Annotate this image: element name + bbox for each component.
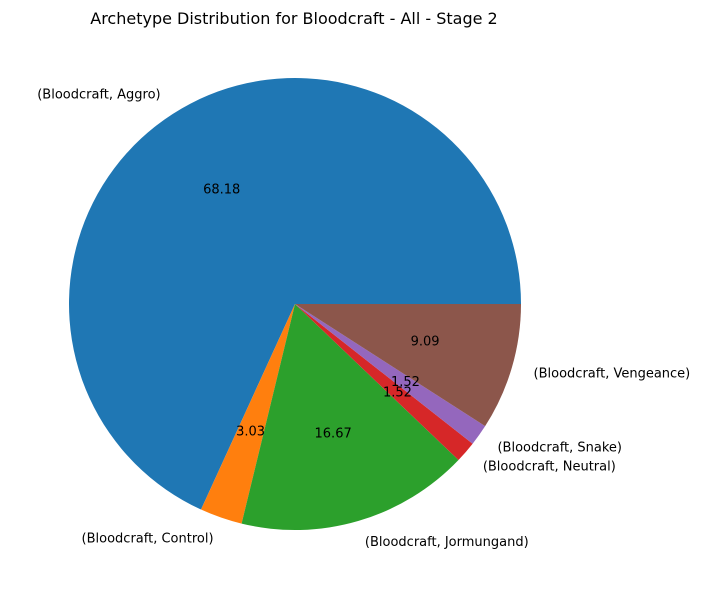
slice-label-bloodcraft-jormungand: (Bloodcraft, Jormungand): [365, 535, 529, 550]
pct-label-bloodcraft-jormungand: 16.67: [315, 427, 352, 442]
pct-label-bloodcraft-aggro: 68.18: [203, 182, 240, 197]
pie-slice-bloodcraft-neutral: [295, 304, 473, 461]
pie-slice-bloodcraft-aggro: [69, 78, 522, 510]
pct-label-bloodcraft-control: 3.03: [236, 425, 265, 440]
slice-label-bloodcraft-snake: (Bloodcraft, Snake): [497, 441, 622, 456]
pie-slice-bloodcraft-control: [201, 304, 295, 524]
pie-slice-bloodcraft-jormungand: [241, 304, 459, 530]
chart-title: Archetype Distribution for Bloodcraft - …: [90, 9, 497, 28]
slice-label-bloodcraft-control: (Bloodcraft, Control): [82, 531, 214, 546]
slice-label-bloodcraft-neutral: (Bloodcraft, Neutral): [483, 459, 616, 474]
pct-label-bloodcraft-neutral: 1.52: [383, 385, 412, 400]
pie-labels: (Bloodcraft, Aggro) 68.18 (Bloodcraft, Con…: [37, 87, 690, 550]
slice-label-bloodcraft-vengeance: (Bloodcraft, Vengeance): [534, 367, 691, 382]
pct-label-bloodcraft-vengeance: 9.09: [411, 335, 440, 350]
pie-slice-bloodcraft-snake: [295, 304, 486, 444]
pie-slices: [69, 78, 522, 530]
slice-label-bloodcraft-aggro: (Bloodcraft, Aggro): [37, 87, 160, 102]
pct-label-bloodcraft-snake: 1.52: [391, 375, 420, 390]
pie-slice-bloodcraft-vengeance: [295, 304, 521, 427]
